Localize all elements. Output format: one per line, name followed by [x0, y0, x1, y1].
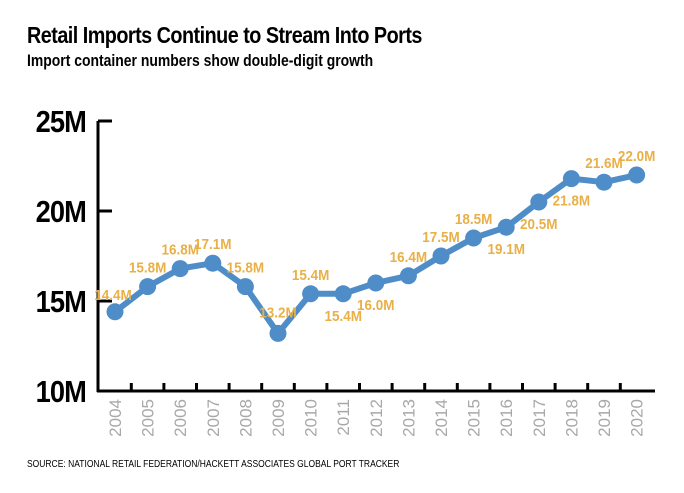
data-point	[628, 166, 646, 184]
x-tick-label: 2012	[367, 399, 386, 437]
y-tick-label: 20M	[36, 195, 86, 229]
data-label: 16.0M	[357, 297, 394, 314]
data-label: 17.5M	[422, 229, 459, 246]
data-point	[302, 285, 320, 303]
x-tick-label: 2009	[269, 399, 288, 437]
data-point	[399, 267, 417, 285]
data-label: 22.0M	[618, 148, 655, 165]
x-tick-label: 2010	[302, 399, 321, 437]
x-tick-label: 2013	[399, 399, 418, 437]
x-tick-label: 2008	[236, 399, 255, 437]
x-tick-label: 2019	[595, 399, 614, 437]
data-point	[269, 324, 287, 342]
data-label: 16.4M	[390, 249, 427, 266]
data-point	[562, 170, 580, 188]
data-point	[595, 173, 613, 191]
data-label: 21.8M	[553, 193, 590, 210]
data-point	[465, 229, 483, 247]
data-label: 13.2M	[259, 305, 296, 322]
x-tick-label: 2006	[171, 399, 190, 437]
data-label: 16.8M	[161, 242, 198, 259]
data-label: 21.6M	[585, 156, 622, 173]
data-point	[139, 278, 157, 296]
data-point	[497, 218, 515, 236]
x-tick-label: 2017	[530, 399, 549, 437]
y-tick-label: 15M	[36, 285, 86, 319]
x-tick-label: 2004	[106, 399, 125, 437]
data-point	[236, 278, 254, 296]
data-point	[334, 285, 352, 303]
data-label: 15.4M	[324, 308, 361, 325]
data-label: 17.1M	[194, 237, 231, 254]
x-tick-label: 2016	[497, 399, 516, 437]
x-tick-label: 2015	[465, 399, 484, 437]
x-tick-label: 2005	[139, 399, 158, 437]
y-tick-label: 10M	[36, 375, 86, 409]
chart-subtitle: Import container numbers show double-dig…	[27, 51, 374, 70]
data-label: 15.8M	[129, 260, 166, 277]
data-point	[432, 247, 450, 265]
x-tick-label: 2011	[334, 399, 353, 436]
data-label: 18.5M	[455, 211, 492, 228]
data-point	[171, 260, 189, 278]
data-point	[530, 193, 548, 211]
data-label: 20.5M	[520, 216, 557, 233]
data-point	[106, 303, 124, 321]
data-label: 15.8M	[227, 260, 264, 277]
x-tick-label: 2007	[204, 399, 223, 437]
x-tick-label: 2020	[628, 399, 647, 437]
source-note: SOURCE: NATIONAL RETAIL FEDERATION/HACKE…	[27, 459, 400, 470]
data-point	[204, 254, 222, 272]
data-label: 19.1M	[487, 242, 524, 259]
data-label: 14.4M	[94, 287, 131, 304]
chart-title: Retail Imports Continue to Stream Into P…	[27, 22, 422, 48]
data-label: 15.4M	[292, 267, 329, 284]
y-tick-label: 25M	[36, 105, 86, 139]
data-point	[367, 274, 385, 292]
x-tick-label: 2014	[432, 399, 451, 437]
x-tick-label: 2018	[562, 399, 581, 437]
